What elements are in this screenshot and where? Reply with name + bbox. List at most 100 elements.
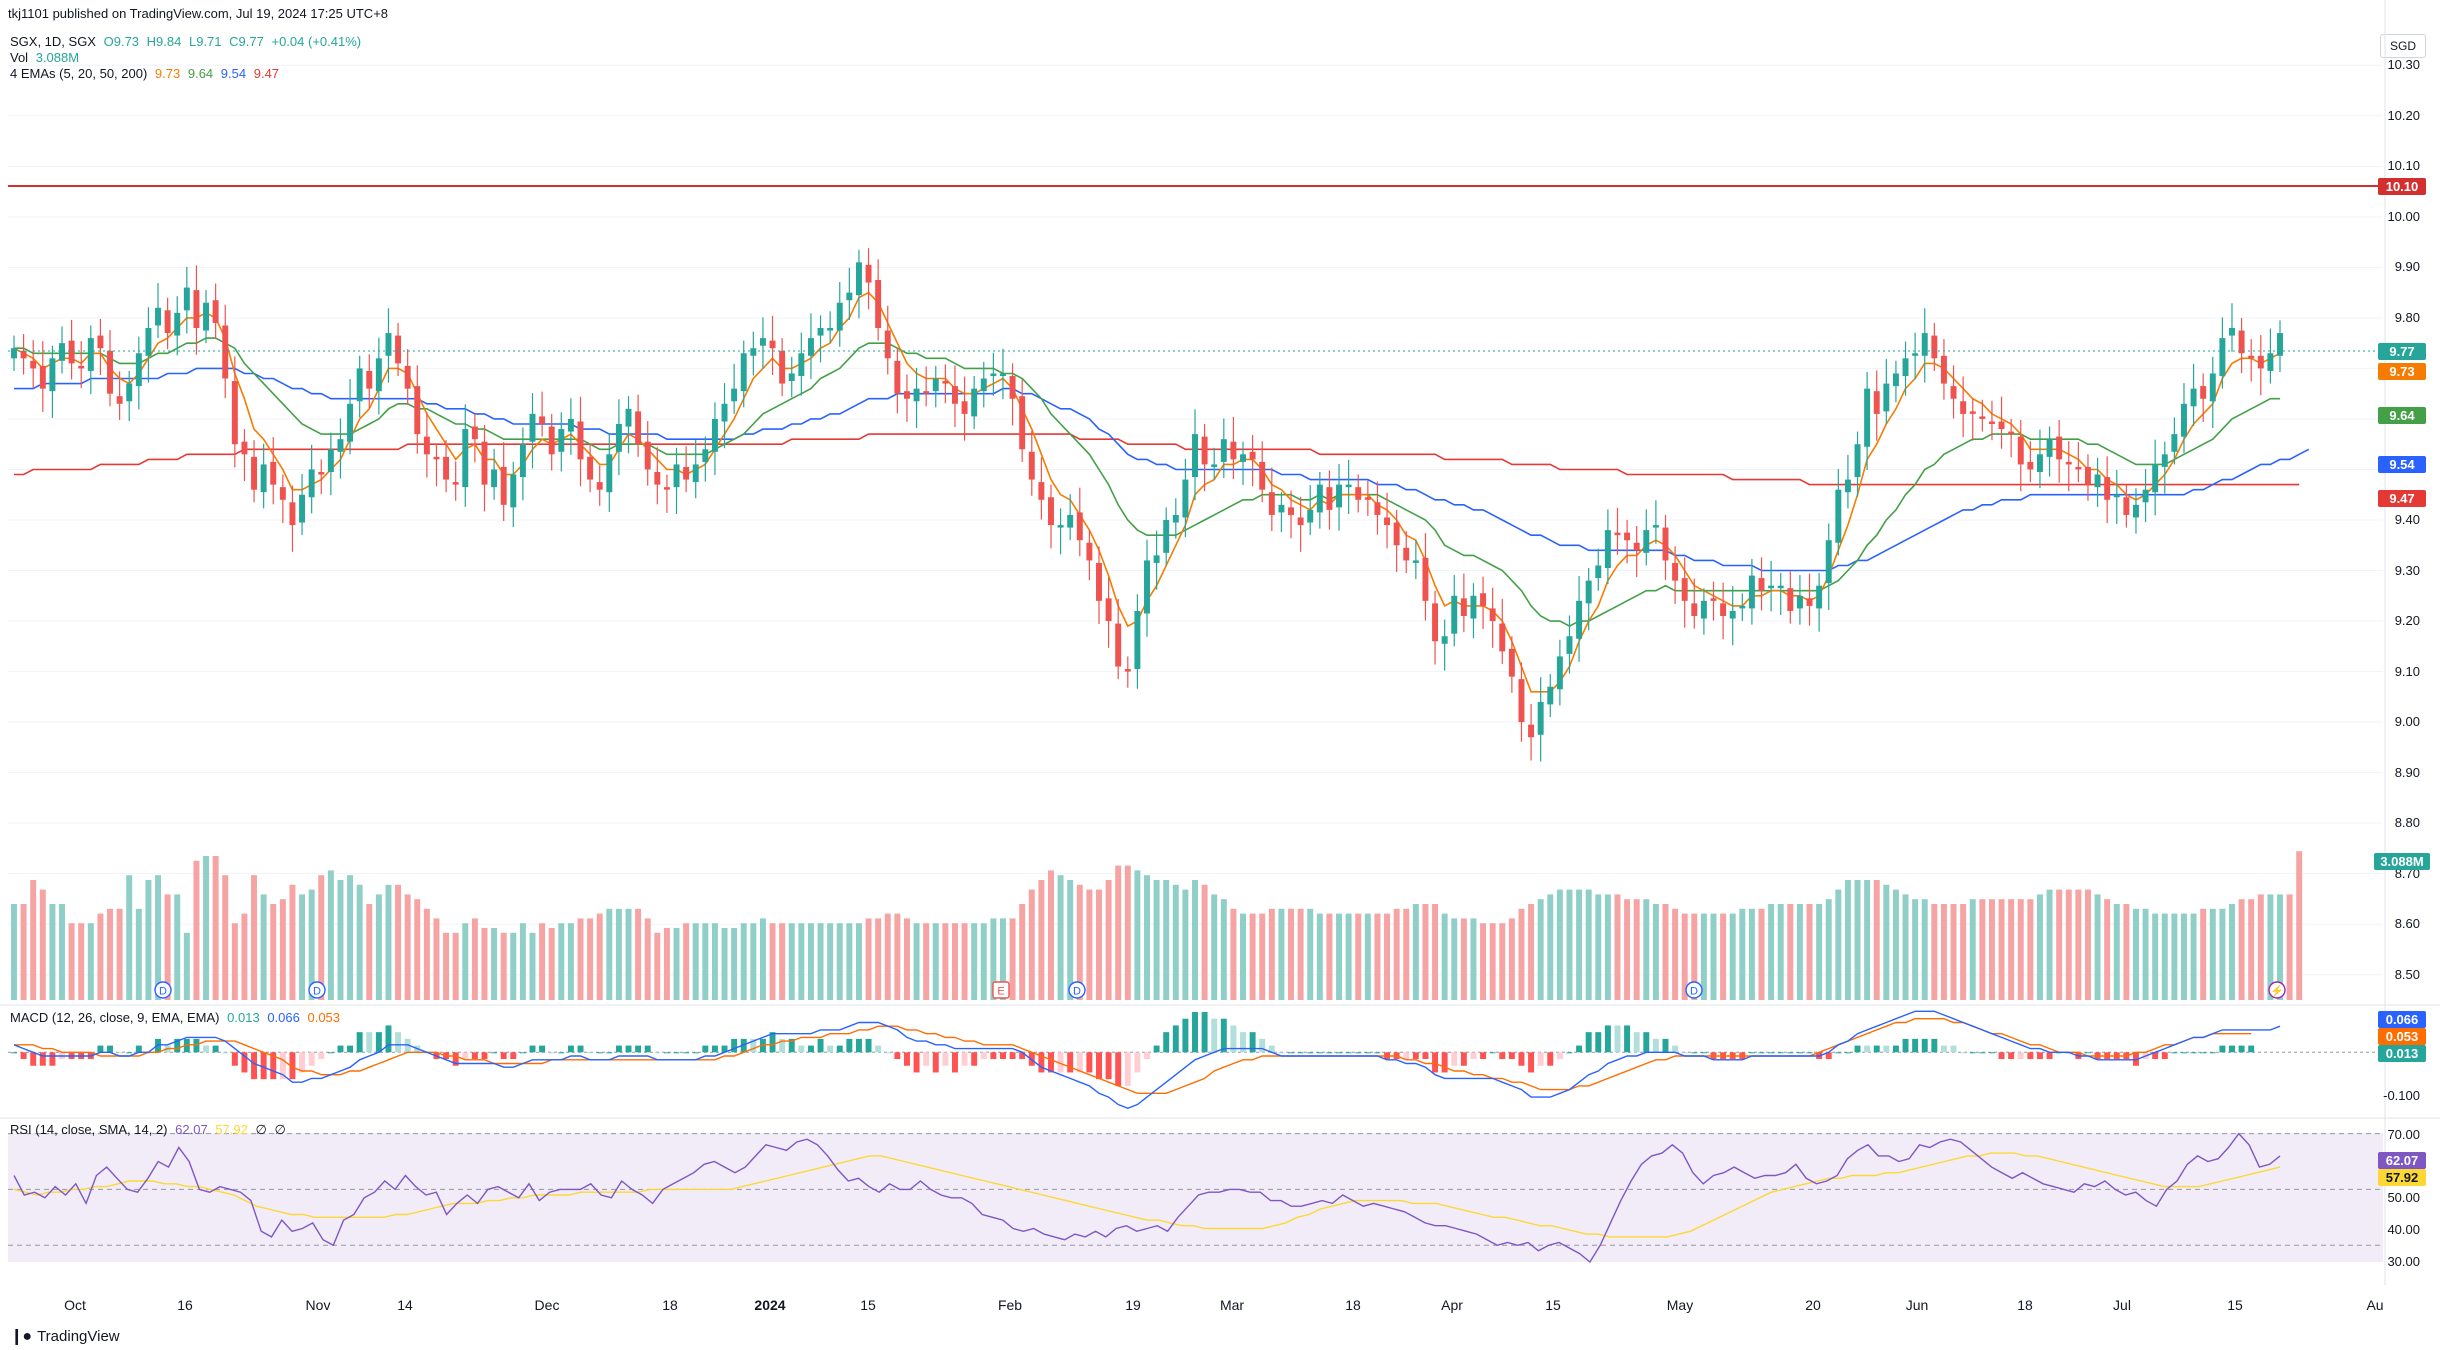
rsi-label[interactable]: RSI (14, close, SMA, 14, 2) [10,1122,168,1137]
event-marker[interactable]: ⚡ [2268,981,2286,999]
candle-body [923,391,930,394]
candle-body [183,287,190,311]
volume-bar [1172,884,1179,1000]
volume-bar [279,899,286,1000]
macd-histogram-bar [1806,1052,1813,1054]
macd-histogram-bar [279,1052,286,1080]
macd-histogram-bar [1969,1052,1976,1054]
candle-body [1681,578,1688,601]
symbol-name[interactable]: SGX, 1D, SGX [10,34,96,49]
rsi-value: 62.07 [175,1122,208,1137]
candle-body [644,441,651,470]
macd-histogram-bar [2132,1052,2139,1066]
candle-body [2027,461,2034,470]
macd-histogram-bar [663,1052,670,1054]
candle-body [452,482,459,485]
macd-histogram-bar [1777,1052,1784,1054]
macd-histogram-bar [1624,1025,1631,1053]
time-label: 19 [1125,1297,1141,1313]
candle-body [1614,532,1621,536]
volume-bar [231,923,238,1000]
volume-bar [654,932,661,1000]
time-label: May [1666,1297,1694,1313]
macd-histogram-bar [491,1052,498,1054]
macd-histogram-bar [1528,1052,1535,1073]
volume-bar [1528,904,1535,1000]
volume-bar [135,908,142,1000]
macd-histogram-bar [2209,1052,2216,1054]
macd-histogram-bar [932,1052,939,1073]
candle-body [2008,431,2015,435]
volume-bar [164,894,171,1000]
candle-body [2056,436,2063,460]
macd-histogram-bar [711,1045,718,1053]
macd-histogram-bar [1633,1032,1640,1053]
candle-body [337,439,344,452]
candle-body [942,381,949,384]
volume-bar [539,923,546,1000]
candle-body [1825,540,1832,584]
macd-label[interactable]: MACD (12, 26, close, 9, EMA, EMA) [10,1010,220,1025]
volume-bar [1297,908,1304,1000]
macd-histogram-bar [635,1045,642,1053]
volume-bar [1470,918,1477,1000]
dividend-marker[interactable]: D [1068,981,1086,999]
volume-bar [1240,913,1246,1000]
time-label: Jun [1905,1297,1929,1313]
volume-bar [529,932,536,1000]
volume-bar [1201,884,1208,1000]
rsi-ma-value: 57.92 [215,1122,248,1137]
macd-histogram-bar [836,1045,843,1053]
rsi-ma-tag: 57.92 [2378,1169,2426,1186]
volume-bar [2046,889,2053,1000]
price-tick: 9.90 [2394,259,2420,275]
dividend-marker[interactable]: D [154,981,172,999]
macd-histogram-bar [116,1052,123,1054]
macd-histogram-bar [126,1052,133,1054]
brand-name: TradingView [37,1327,120,1345]
candle-body [1585,580,1592,604]
macd-histogram-bar [1460,1052,1467,1066]
earnings-marker[interactable]: E [992,981,1010,999]
ema-label[interactable]: 4 EMAs (5, 20, 50, 200) [10,66,148,81]
ema-legend: 4 EMAs (5, 20, 50, 200) 9.73 9.64 9.54 9… [10,66,283,81]
currency-button[interactable]: SGD [2380,34,2426,58]
macd-histogram-bar [1422,1052,1429,1060]
price-tick: 10.20 [2387,107,2420,123]
candle-body [366,370,373,389]
macd-histogram-bar [971,1052,978,1066]
volume-bar [836,923,843,1000]
candle-body [683,466,690,480]
macd-histogram-bar [2027,1052,2034,1060]
volume-bar [1153,880,1160,1000]
dividend-marker[interactable]: D [1685,981,1703,999]
candle-body [2238,330,2245,354]
candle-body [2229,328,2235,336]
dividend-marker[interactable]: D [308,981,326,999]
volume-label[interactable]: Vol [10,50,29,65]
volume-bar [1614,894,1621,1000]
candle-body [721,403,728,422]
macd-histogram-bar [1960,1052,1967,1054]
macd-histogram-bar [1144,1052,1150,1060]
volume-bar [1681,913,1688,1000]
volume-bar [30,880,37,1000]
volume-bar [1038,880,1045,1000]
volume-bar [1345,913,1352,1000]
marker-shape [1685,981,1703,999]
candle-body [2181,403,2187,437]
macd-histogram-bar [702,1045,709,1053]
macd-histogram-bar [356,1032,363,1053]
macd-histogram-bar [759,1038,766,1053]
candle-body [1403,547,1410,561]
publisher-line: tkj1101 published on TradingView.com, Ju… [8,6,389,21]
volume-bar [1412,904,1419,1000]
candle-body [1499,623,1506,652]
volume-bar [2065,889,2072,1000]
volume-bar [1739,908,1746,1000]
candle-body [1729,610,1736,619]
macd-histogram-bar [1316,1052,1323,1054]
volume-bar [1720,913,1727,1000]
macd-histogram-bar [788,1038,795,1053]
